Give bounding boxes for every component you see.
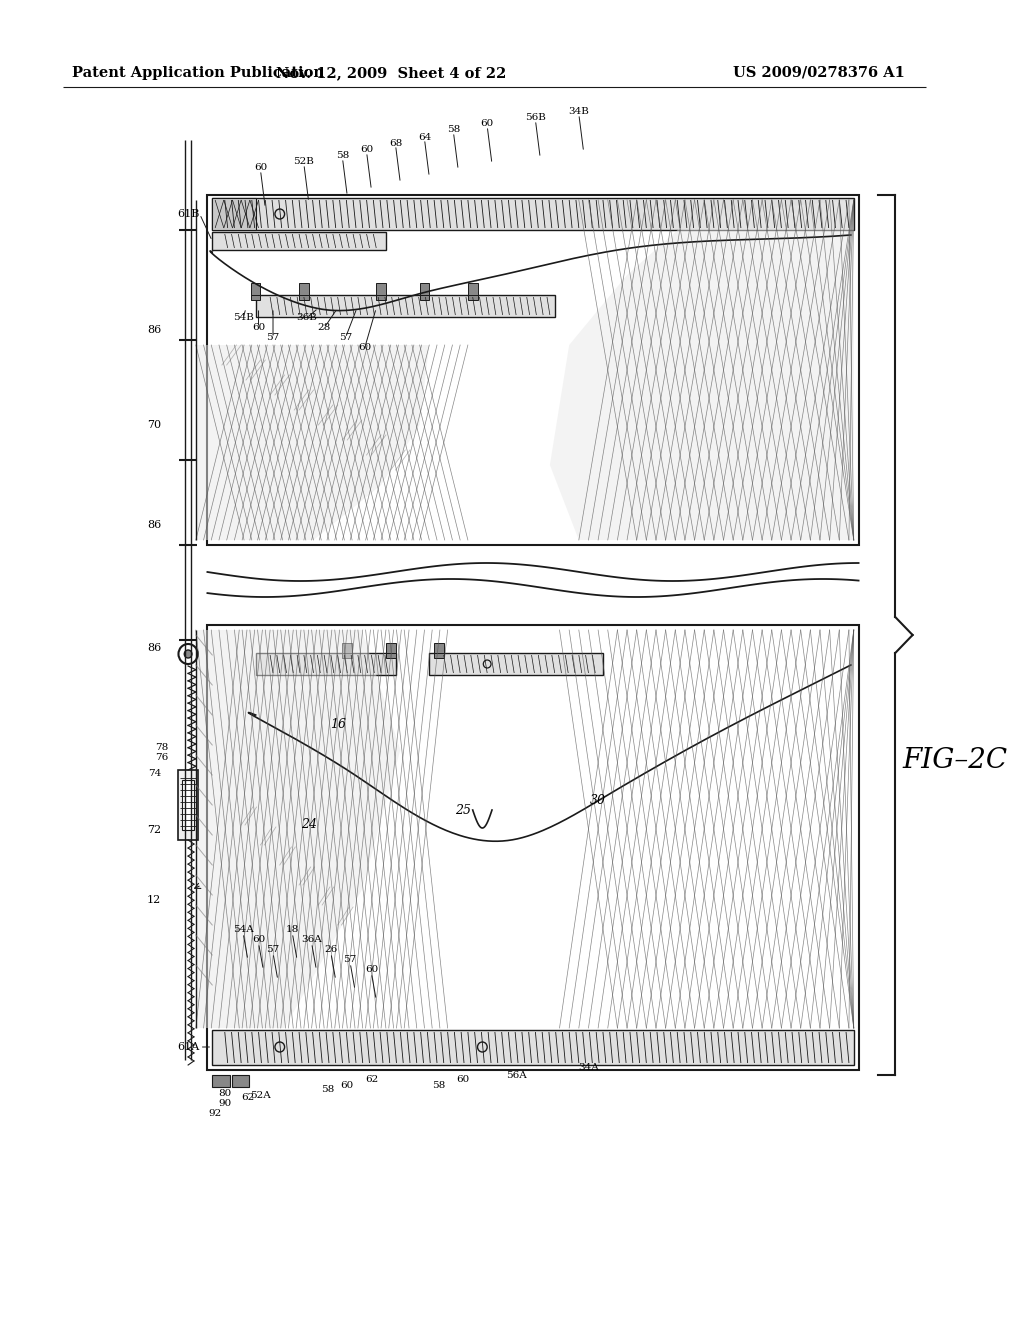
Bar (342, 643, 352, 653)
Text: 68: 68 (389, 139, 402, 148)
Bar (212, 1030, 854, 1065)
Text: 62: 62 (365, 1076, 378, 1085)
Text: 60: 60 (254, 164, 267, 173)
Bar (299, 294, 308, 300)
Text: 30: 30 (590, 793, 606, 807)
Text: 92: 92 (209, 1109, 222, 1118)
Polygon shape (550, 201, 854, 540)
Text: 58: 58 (322, 1085, 335, 1094)
Bar (212, 232, 386, 249)
Bar (468, 282, 477, 294)
Text: 54A: 54A (232, 925, 254, 935)
Text: 24: 24 (301, 818, 316, 832)
Text: 56B: 56B (525, 114, 546, 123)
Bar (208, 195, 858, 545)
Bar (299, 282, 308, 294)
Bar (251, 294, 260, 300)
Circle shape (184, 649, 191, 657)
Bar (468, 294, 477, 300)
Text: 57: 57 (266, 334, 280, 342)
Text: 52B: 52B (294, 157, 314, 166)
Bar (376, 294, 386, 300)
Text: 60: 60 (252, 323, 265, 333)
Bar (182, 780, 194, 830)
Bar (434, 653, 443, 657)
Text: 36B: 36B (296, 314, 317, 322)
Text: Nov. 12, 2009  Sheet 4 of 22: Nov. 12, 2009 Sheet 4 of 22 (275, 66, 506, 81)
Text: 90: 90 (218, 1098, 231, 1107)
Polygon shape (196, 630, 400, 1028)
Text: 56A: 56A (506, 1071, 526, 1080)
Text: 57: 57 (266, 945, 280, 954)
Bar (376, 282, 386, 294)
Bar (256, 294, 555, 317)
Text: FIG–2C: FIG–2C (902, 747, 1008, 774)
Bar (231, 1074, 249, 1086)
Text: 60: 60 (252, 936, 265, 945)
Text: 64: 64 (418, 132, 431, 141)
Text: 58: 58 (446, 125, 460, 135)
Text: 60: 60 (480, 120, 494, 128)
Text: 62: 62 (242, 1093, 255, 1101)
Text: 34A: 34A (579, 1064, 599, 1072)
Text: 12: 12 (146, 895, 161, 906)
Text: 25: 25 (455, 804, 471, 817)
Text: 60: 60 (358, 343, 372, 352)
Bar (256, 653, 395, 675)
Text: 34B: 34B (568, 107, 589, 116)
Text: 76: 76 (156, 754, 169, 763)
Text: 60: 60 (365, 965, 378, 974)
Bar (420, 294, 429, 300)
Text: 86: 86 (146, 643, 161, 653)
Bar (212, 198, 256, 230)
Text: 78: 78 (156, 743, 169, 752)
Bar (429, 653, 603, 675)
Bar (386, 643, 395, 653)
Text: 58: 58 (336, 152, 349, 161)
Bar (434, 643, 443, 653)
Text: US 2009/0278376 A1: US 2009/0278376 A1 (733, 66, 905, 81)
Bar (212, 198, 854, 230)
Text: 72: 72 (147, 825, 161, 836)
Text: 52A: 52A (250, 1090, 270, 1100)
Text: 57: 57 (344, 956, 356, 965)
Bar (208, 624, 858, 1071)
Text: 86: 86 (146, 520, 161, 531)
Text: 16: 16 (330, 718, 346, 731)
Bar (212, 1074, 229, 1086)
Bar (420, 282, 429, 294)
Text: 58: 58 (432, 1081, 445, 1089)
Text: 61B: 61B (177, 209, 200, 219)
Bar (342, 653, 352, 657)
Text: 74: 74 (147, 770, 161, 779)
Text: 36A: 36A (301, 936, 322, 945)
Text: 60: 60 (341, 1081, 354, 1089)
Text: 80: 80 (218, 1089, 231, 1097)
Bar (178, 770, 198, 840)
Text: 26: 26 (325, 945, 338, 954)
Text: 57: 57 (339, 334, 352, 342)
Text: 61A: 61A (177, 1041, 200, 1052)
Text: 60: 60 (360, 145, 373, 154)
Polygon shape (196, 345, 429, 540)
Text: 70: 70 (147, 420, 161, 430)
Text: 54B: 54B (232, 314, 254, 322)
Text: 28: 28 (317, 323, 331, 333)
Text: 18: 18 (286, 925, 299, 935)
Bar (386, 653, 395, 657)
Text: 86: 86 (146, 325, 161, 335)
Text: Patent Application Publication: Patent Application Publication (73, 66, 325, 81)
Bar (251, 282, 260, 294)
Text: 60: 60 (457, 1076, 470, 1085)
